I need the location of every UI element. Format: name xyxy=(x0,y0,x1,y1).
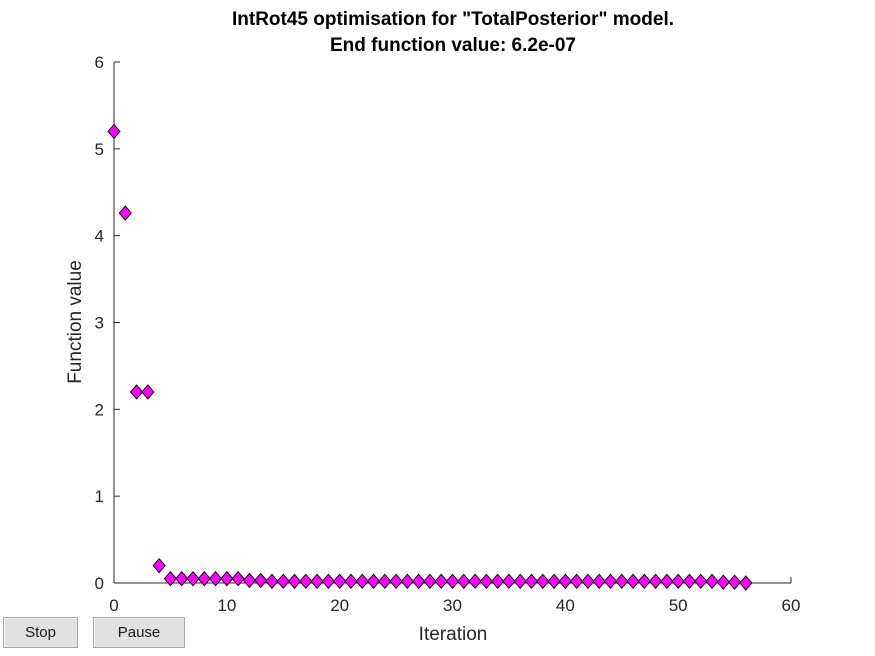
x-tick-label: 60 xyxy=(782,596,801,615)
x-tick-label: 30 xyxy=(443,596,462,615)
data-point xyxy=(682,573,697,589)
data-point xyxy=(254,572,268,589)
plot-title-line1: IntRot45 optimisation for "TotalPosterio… xyxy=(232,9,674,30)
x-tick-label: 50 xyxy=(669,596,688,615)
data-point xyxy=(626,573,640,589)
data-point xyxy=(547,573,561,589)
data-point xyxy=(344,573,358,589)
plot-axes: 0 10 20 30 40 50 60 0 1 2 3 4 5 6 xyxy=(95,53,801,615)
data-point xyxy=(355,573,369,589)
data-point xyxy=(186,570,200,587)
y-tick-label: 0 xyxy=(95,574,104,593)
data-point xyxy=(468,573,482,589)
data-point xyxy=(671,573,685,589)
y-tick-label: 5 xyxy=(95,140,104,159)
x-tick-label: 10 xyxy=(217,596,236,615)
data-point xyxy=(163,570,178,587)
data-point xyxy=(739,575,753,591)
data-point xyxy=(141,384,155,400)
data-point xyxy=(378,573,392,589)
data-point xyxy=(265,573,279,589)
data-point xyxy=(107,123,121,140)
data-markers xyxy=(107,123,753,591)
data-point xyxy=(536,573,550,589)
data-point xyxy=(321,573,335,589)
data-point xyxy=(197,570,211,587)
data-point xyxy=(637,573,651,589)
data-point xyxy=(570,573,584,589)
stop-button[interactable]: Stop xyxy=(3,617,78,648)
data-point xyxy=(434,573,448,589)
data-point xyxy=(592,573,606,589)
data-point xyxy=(457,573,471,589)
data-point xyxy=(558,573,572,589)
data-point xyxy=(727,574,742,590)
pause-button[interactable]: Pause xyxy=(93,617,185,648)
data-point xyxy=(276,573,290,589)
data-point xyxy=(400,573,414,589)
x-tick-label: 40 xyxy=(556,596,575,615)
data-point xyxy=(118,205,132,221)
data-point xyxy=(524,573,539,589)
data-point xyxy=(175,570,189,587)
data-point xyxy=(129,384,144,400)
data-point xyxy=(491,573,505,589)
y-tick-label: 3 xyxy=(95,314,104,333)
data-point xyxy=(231,570,245,587)
data-point xyxy=(716,574,730,590)
data-point xyxy=(502,573,516,589)
data-point xyxy=(660,573,674,589)
x-tick-label: 20 xyxy=(330,596,349,615)
data-point xyxy=(423,573,437,589)
data-point xyxy=(412,573,426,589)
y-tick-label: 6 xyxy=(95,53,104,72)
data-point xyxy=(333,573,347,589)
data-point xyxy=(513,573,527,589)
data-point xyxy=(479,573,493,589)
data-point xyxy=(649,573,663,589)
data-point xyxy=(615,573,629,589)
data-point xyxy=(445,573,460,589)
data-point xyxy=(705,573,719,589)
x-tick-label: 0 xyxy=(109,596,118,615)
data-point xyxy=(389,573,403,589)
data-point xyxy=(310,573,324,589)
data-point xyxy=(287,573,302,589)
y-tick-label: 2 xyxy=(95,400,104,419)
y-tick-label: 1 xyxy=(95,487,104,506)
data-point xyxy=(220,570,234,587)
data-point xyxy=(208,570,223,587)
data-point xyxy=(242,572,256,589)
data-point xyxy=(366,573,381,589)
data-point xyxy=(603,573,618,589)
data-point xyxy=(694,573,708,589)
y-axis-label: Function value xyxy=(65,260,86,384)
data-point xyxy=(299,573,313,589)
x-axis-label: Iteration xyxy=(419,624,488,645)
data-point xyxy=(581,573,595,589)
y-tick-label: 4 xyxy=(95,227,104,246)
plot-title-line2: End function value: 6.2e-07 xyxy=(330,35,576,56)
data-point xyxy=(152,557,166,574)
